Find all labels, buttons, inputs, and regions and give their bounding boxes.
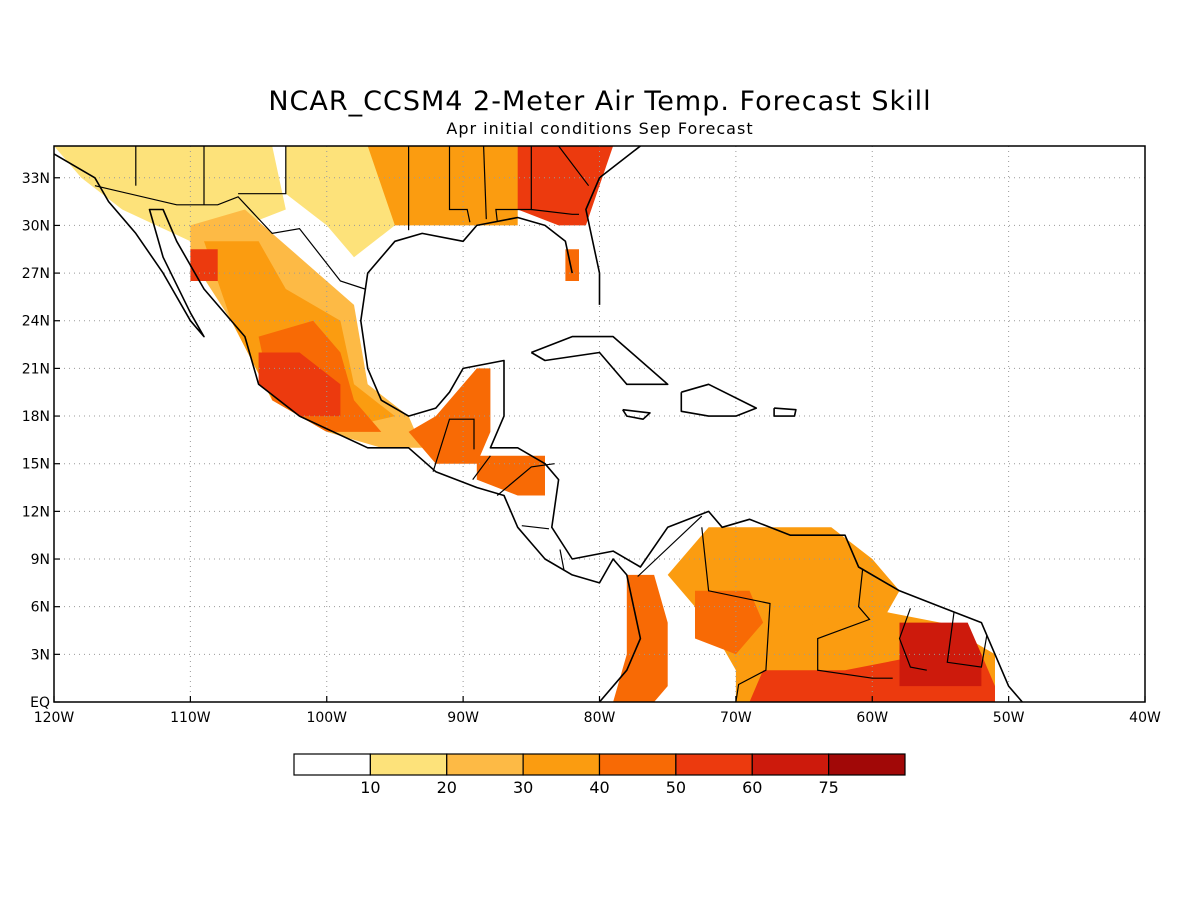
coastline-north-america-pacific <box>54 153 642 702</box>
border-us-state-lines-7 <box>495 146 532 221</box>
colorbar-segment <box>522 753 601 776</box>
colorbar-label: 50 <box>666 778 686 797</box>
colorbar-segment <box>293 753 371 776</box>
y-tick-label: 30N <box>22 218 50 234</box>
border-south-america-borders <box>637 515 703 577</box>
y-tick-label: 12N <box>22 504 50 520</box>
colorbar-segment <box>751 753 830 776</box>
skill-regions <box>54 146 995 702</box>
colorbar: 10 20 30 40 50 60 75 <box>293 753 906 797</box>
border-us-state-lines-9 <box>558 146 590 187</box>
border-us-state-lines-8 <box>531 208 579 215</box>
x-tick-label: 90W <box>447 710 479 726</box>
coastline-gulf-of-mexico <box>585 146 642 305</box>
border-central-america-borders-5 <box>559 549 565 571</box>
y-tick-label: 3N <box>31 647 50 663</box>
colorbar-label: 75 <box>818 778 838 797</box>
border-south-america-borders-5 <box>946 611 988 668</box>
x-tick-label: 110W <box>170 710 211 726</box>
x-tick-label: 40W <box>1129 710 1161 726</box>
colorbar-segment <box>675 753 753 776</box>
coastline-gulf-coast <box>359 216 1023 702</box>
y-tick-label: 27N <box>22 266 50 282</box>
coastlines <box>54 146 1023 702</box>
y-tick-label: 21N <box>22 361 50 377</box>
y-tick-label: 6N <box>31 600 50 616</box>
x-tick-label: 50W <box>993 710 1025 726</box>
coastline-puerto-rico <box>773 407 797 417</box>
political-borders <box>94 146 988 702</box>
border-central-america-borders-3 <box>496 463 555 496</box>
x-tick-label: 70W <box>720 710 752 726</box>
skill-region-french-guiana <box>899 622 982 687</box>
y-tick-label: 15N <box>22 457 50 473</box>
skill-region-venezuela-core <box>695 590 764 655</box>
colorbar-segment <box>369 753 448 776</box>
border-us-mexico-border <box>94 185 366 290</box>
border-us-state-lines-5 <box>448 146 471 223</box>
colorbar-segment <box>828 753 906 776</box>
y-tick-label: 24N <box>22 314 50 330</box>
y-tick-label: 18N <box>22 409 50 425</box>
map-title: NCAR_CCSM4 2-Meter Air Temp. Forecast Sk… <box>268 86 932 117</box>
coastline-hispaniola <box>680 383 758 417</box>
skill-region-texas <box>285 146 395 258</box>
colorbar-segment <box>446 753 524 776</box>
axes: 120W 110W 100W 90W 80W 70W 60W 50W 40W EQ 3N 6N 9N 12… <box>22 171 1161 726</box>
colorbar-label: 40 <box>589 778 609 797</box>
border-us-state-lines-3 <box>238 146 287 195</box>
y-tick-label: 9N <box>31 552 50 568</box>
border-us-state-lines-6 <box>483 146 487 220</box>
skill-region-sonora-spot <box>190 249 218 281</box>
skill-region-gulf-coast-us <box>354 146 518 226</box>
border-south-america-borders-3 <box>817 568 893 679</box>
y-tick-label: 33N <box>22 171 50 187</box>
colorbar-label: 10 <box>360 778 380 797</box>
border-central-america-borders <box>432 418 475 472</box>
border-south-america-borders-4 <box>898 608 927 671</box>
map-subtitle: Apr initial conditions Sep Forecast <box>446 119 754 138</box>
border-central-america-borders-4 <box>521 525 550 530</box>
x-tick-label: 120W <box>34 710 75 726</box>
x-tick-label: 100W <box>306 710 347 726</box>
colorbar-label: 60 <box>742 778 762 797</box>
x-tick-label: 80W <box>584 710 616 726</box>
y-tick-label: EQ <box>30 695 50 711</box>
colorbar-label: 30 <box>513 778 533 797</box>
colorbar-label: 20 <box>437 778 457 797</box>
skill-region-honduras <box>476 455 545 496</box>
x-tick-label: 60W <box>856 710 888 726</box>
coastline-jamaica <box>622 408 651 421</box>
border-central-america-borders-2 <box>472 455 491 480</box>
coastline-cuba <box>530 335 669 386</box>
colorbar-segment <box>598 753 677 776</box>
border-south-america-borders-2 <box>701 527 771 702</box>
